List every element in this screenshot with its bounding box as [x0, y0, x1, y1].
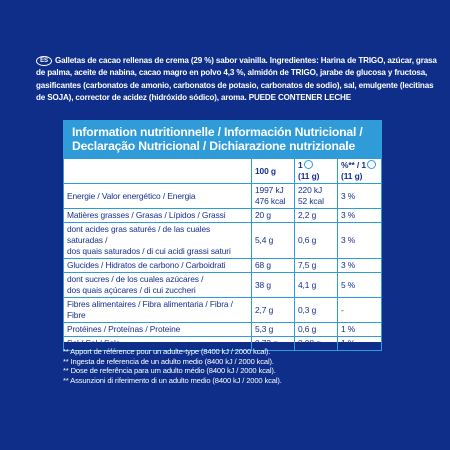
value-per100: 5,4 g [251, 222, 295, 259]
value-portion: 0,08 g [294, 336, 338, 351]
table-row: Matières grasses / Grasas / Lípidos / Gr… [63, 208, 382, 223]
footnote-line: ** Ingesta de referencia de un adulto me… [63, 356, 274, 366]
ingredients-text: ES Galletas de cacao rellenas de crema (2… [36, 55, 440, 104]
footnote-line: ** Dose de referência para um adulto méd… [63, 366, 276, 376]
portion-cookie-icon [303, 160, 313, 169]
header-pct: %** / 1 (11 g) [337, 158, 382, 184]
value-pct: 3 % [337, 258, 382, 273]
value-per100: 5,3 g [251, 322, 295, 337]
value-per100: 20 g [251, 208, 295, 223]
value-portion: 0,6 g [294, 322, 338, 337]
header-pct-top: %** / 1 [341, 160, 366, 170]
table-row: Energie / Valor energético / Energia 1997… [63, 183, 382, 209]
table-row: Protéines / Proteínas / Proteine 5,3 g 0,6… [63, 322, 382, 337]
value-pct: 5 % [337, 272, 382, 298]
value-portion: 0,6 g [294, 222, 338, 259]
header-label [63, 158, 252, 184]
nutrition-title: Information nutritionnelle / Información… [63, 120, 382, 158]
nutrient-label: dont acides gras saturés / de las cuales… [63, 222, 252, 259]
footnote-line: ** Apport de référence pour un adulte-ty… [63, 347, 271, 356]
value-portion: 7,5 g [294, 258, 338, 273]
nutrition-table: 100 g 1 (11 g) %** / 1 (11 g) Energie / … [63, 158, 382, 351]
value-pct: 3 % [337, 222, 382, 259]
nutrient-label: Glucides / Hidratos de carbono / Carboid… [63, 258, 252, 273]
value-per100: 0,73 g [251, 336, 295, 351]
value-pct: 3 % [337, 208, 382, 223]
language-badge: ES [36, 56, 52, 66]
table-row: Fibres alimentaires / Fibra alimentaria … [63, 297, 382, 323]
header-portion-bottom: (11 g) [298, 171, 320, 181]
nutrition-title-line1: Information nutritionnelle / Información… [72, 125, 363, 139]
value-pct: - [337, 297, 382, 323]
nutrient-label: Sel / Sal / Sale [63, 336, 252, 351]
value-per100: 68 g [251, 258, 295, 273]
table-row: Glucides / Hidratos de carbono / Carboid… [63, 258, 382, 273]
value-pct: 3 % [337, 183, 382, 209]
nutrition-panel: Information nutritionnelle / Información… [63, 120, 382, 351]
table-header-row: 100 g 1 (11 g) %** / 1 (11 g) [63, 158, 382, 184]
table-row: dont acides gras saturés / de las cuales… [63, 222, 382, 259]
nutrient-label: dont sucres / de los cuales azúcares / do… [63, 272, 252, 298]
footnotes: ** Apport de référence pour un adulte-ty… [63, 347, 393, 385]
nutrient-label: Fibres alimentaires / Fibra alimentaria … [63, 297, 252, 323]
ingredients-body: Galletas de cacao rellenas de crema (29 … [36, 56, 437, 102]
nutrient-label: Protéines / Proteínas / Proteine [63, 322, 252, 337]
table-row: dont sucres / de los cuales azúcares / do… [63, 272, 382, 298]
value-pct: 1 % [337, 322, 382, 337]
value-portion: 0,3 g [294, 297, 338, 323]
value-portion: 2,2 g [294, 208, 338, 223]
portion-cookie-icon [366, 160, 376, 169]
value-pct: 1 % [337, 336, 382, 351]
header-portion: 1 (11 g) [294, 158, 338, 184]
header-per100: 100 g [251, 158, 295, 184]
value-per100: 38 g [251, 272, 295, 298]
value-per100: 2,7 g [251, 297, 295, 323]
nutrient-label: Energie / Valor energético / Energia [63, 183, 252, 209]
header-pct-bottom: (11 g) [341, 171, 363, 181]
value-portion: 220 kJ 52 kcal [294, 183, 338, 209]
value-portion: 4,1 g [294, 272, 338, 298]
nutrient-label: Matières grasses / Grasas / Lípidos / Gr… [63, 208, 252, 223]
header-portion-top: 1 [298, 160, 303, 170]
footnote-line: ** Assunzioni di riferimento di un adult… [63, 375, 282, 385]
value-per100: 1997 kJ 476 kcal [251, 183, 295, 209]
nutrition-title-line2: Declaração Nutricional / Dichiarazione n… [72, 139, 356, 153]
